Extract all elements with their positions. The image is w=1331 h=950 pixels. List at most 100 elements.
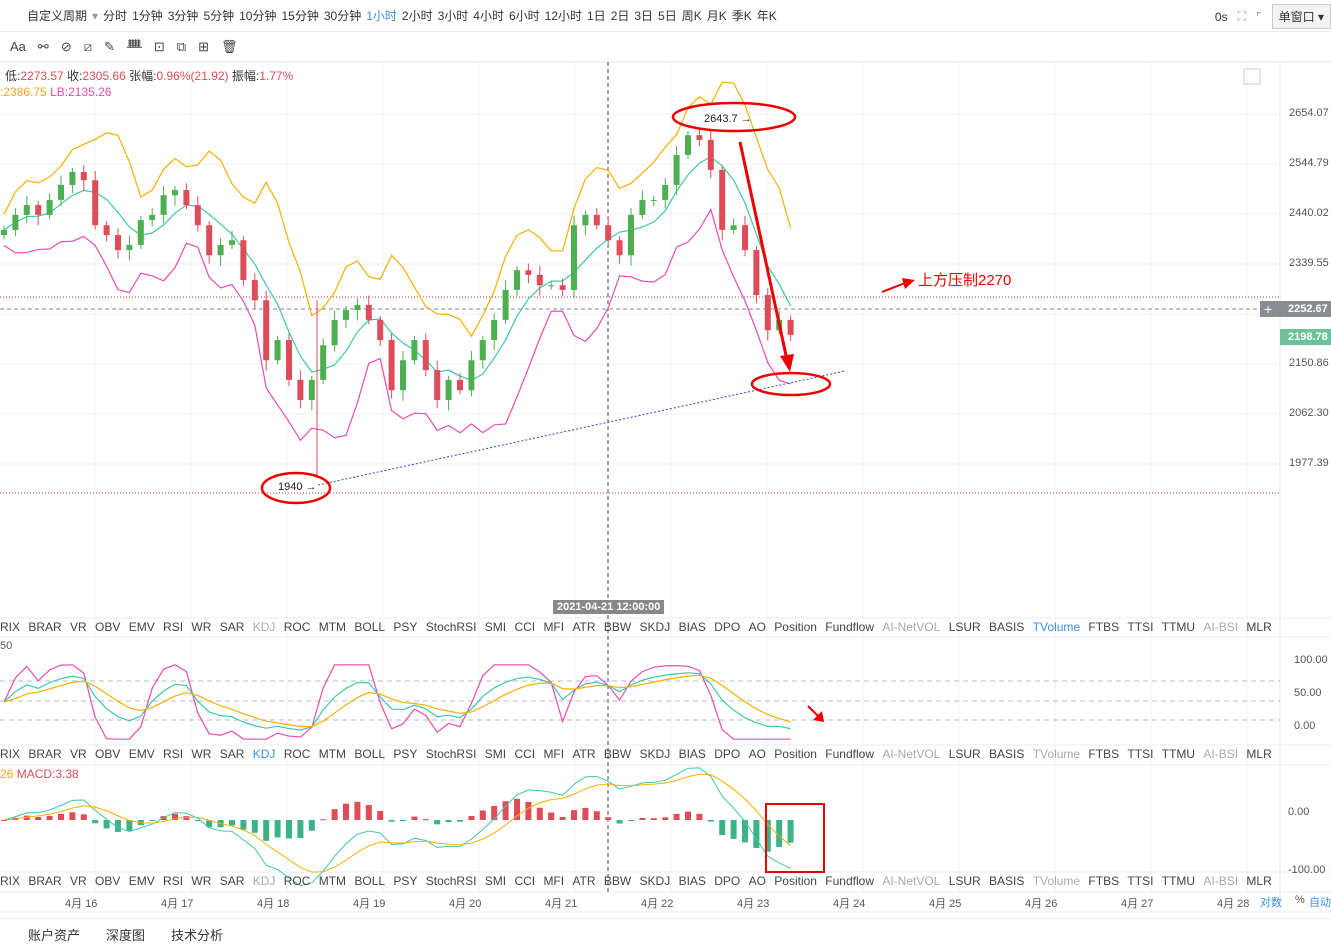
indicator-tab[interactable]: MLR — [1246, 620, 1272, 634]
indicator-tab[interactable]: BOLL — [354, 874, 386, 888]
indicator-tab[interactable]: TTMU — [1161, 874, 1196, 888]
indicator-tab[interactable]: BOLL — [354, 747, 386, 761]
indicator-tab[interactable]: LSUR — [948, 874, 981, 888]
link-icon[interactable]: ⊘ — [60, 38, 72, 54]
tab-technical-analysis[interactable]: 技术分析 — [171, 928, 224, 943]
indicator-tab[interactable]: PSY — [393, 747, 418, 761]
copy-icon[interactable]: ⧉ — [176, 38, 187, 54]
indicator-tab[interactable]: SAR — [219, 620, 245, 634]
indicator-tab[interactable]: AI-NetVOL — [882, 747, 941, 761]
hide-icon[interactable]: ⊞ — [198, 38, 209, 54]
period-0[interactable]: 分时 — [103, 9, 128, 23]
indicator-tab[interactable]: AI-BSI — [1203, 620, 1239, 634]
indicator-tab[interactable]: StochRSI — [425, 620, 477, 634]
indicator-tab[interactable]: CCI — [514, 747, 536, 761]
indicator-tab[interactable]: SMI — [484, 874, 507, 888]
period-19[interactable]: 季K — [731, 9, 752, 23]
period-7[interactable]: 1小时 — [366, 9, 397, 23]
period-2[interactable]: 3分钟 — [167, 9, 199, 23]
indicator-tab[interactable]: CCI — [514, 874, 536, 888]
indicator-tab[interactable]: Fundflow — [825, 620, 874, 634]
indicator-tab[interactable]: MTM — [318, 747, 347, 761]
period-10[interactable]: 4小时 — [473, 9, 504, 23]
indicator-tab[interactable]: WR — [191, 620, 212, 634]
indicator-tab[interactable]: TVolume — [1032, 620, 1081, 634]
indicator-tab[interactable]: StochRSI — [425, 874, 477, 888]
lock-icon[interactable]: ⊡ — [153, 38, 165, 54]
tab-depth-chart[interactable]: 深度图 — [106, 928, 146, 943]
indicator-tab[interactable]: WR — [191, 747, 212, 761]
percent-toggle[interactable]: % — [1295, 894, 1305, 906]
indicator-tab[interactable]: AI-BSI — [1203, 874, 1239, 888]
indicator-tab[interactable]: EMV — [128, 620, 155, 634]
indicator-tab[interactable]: DPO — [714, 747, 741, 761]
period-11[interactable]: 6小时 — [508, 9, 540, 23]
log-scale-toggle[interactable]: 对数 — [1260, 897, 1282, 909]
custom-period-dropdown[interactable]: 自定义周期 — [27, 9, 88, 23]
pen-icon[interactable]: ✎ — [104, 38, 115, 54]
indicator-tab[interactable]: BBW — [603, 747, 632, 761]
period-3[interactable]: 5分钟 — [203, 9, 235, 23]
period-17[interactable]: 周K — [681, 9, 702, 23]
chevron-down-icon[interactable]: ▾ — [92, 8, 99, 23]
indicator-tab[interactable]: AO — [748, 747, 766, 761]
indicator-tab[interactable]: MTM — [318, 620, 347, 634]
window-mode-select[interactable]: 单窗口 ▾ — [1271, 4, 1331, 29]
popout-icon[interactable]: ⌜ — [1256, 9, 1262, 24]
indicator-tab[interactable]: AI-BSI — [1203, 747, 1239, 761]
indicator-tab[interactable]: BBW — [603, 874, 632, 888]
indicator-tab[interactable]: AO — [748, 874, 766, 888]
period-1[interactable]: 1分钟 — [132, 9, 163, 23]
indicator-tab[interactable]: FTBS — [1088, 620, 1120, 634]
indicator-tab[interactable]: AI-NetVOL — [882, 620, 941, 634]
indicator-tab[interactable]: AI-NetVOL — [882, 874, 941, 888]
period-14[interactable]: 2日 — [610, 9, 630, 23]
indicator-tab[interactable]: VR — [70, 620, 87, 634]
price-chart[interactable]: +2643.7 → 1940 → 上方压制2270 — [0, 0, 1331, 918]
period-16[interactable]: 5日 — [658, 9, 677, 23]
indicator-tab[interactable]: TTMU — [1161, 747, 1196, 761]
indicator-tab[interactable]: PSY — [393, 620, 418, 634]
indicator-tab[interactable]: DPO — [714, 874, 741, 888]
indicator-tab[interactable]: RIX — [0, 874, 21, 888]
indicator-tab[interactable]: MFI — [543, 874, 565, 888]
indicator-tab[interactable]: Fundflow — [825, 874, 874, 888]
indicator-tab[interactable]: ATR — [572, 620, 596, 634]
indicator-tab[interactable]: BOLL — [354, 620, 386, 634]
indicator-tab[interactable]: SKDJ — [639, 747, 671, 761]
indicator-tab[interactable]: VR — [70, 747, 87, 761]
period-18[interactable]: 月K — [706, 9, 727, 23]
indicator-tab[interactable]: TTSI — [1127, 747, 1154, 761]
period-5[interactable]: 15分钟 — [281, 9, 319, 23]
indicator-tab[interactable]: BASIS — [989, 747, 1025, 761]
indicator-tab[interactable]: OBV — [95, 747, 121, 761]
indicator-tab[interactable]: TTSI — [1127, 874, 1154, 888]
indicator-tab[interactable]: WR — [191, 874, 212, 888]
ruler-icon[interactable]: ⧄ — [83, 38, 92, 54]
period-13[interactable]: 1日 — [587, 9, 606, 23]
indicator-tab[interactable]: Position — [774, 747, 817, 761]
indicator-tab[interactable]: KDJ — [252, 874, 276, 888]
indicator-tab[interactable]: BIAS — [678, 620, 706, 634]
indicator-tab[interactable]: MFI — [543, 747, 565, 761]
trash-icon[interactable]: 🗑 — [220, 38, 238, 54]
period-8[interactable]: 2小时 — [401, 9, 433, 23]
pattern-icon[interactable]: ᚙ — [126, 38, 142, 54]
indicator-tab[interactable]: FTBS — [1088, 747, 1120, 761]
indicator-tab[interactable]: BASIS — [989, 620, 1025, 634]
period-20[interactable]: 年K — [756, 9, 777, 23]
tab-account-assets[interactable]: 账户资产 — [28, 928, 81, 943]
period-6[interactable]: 30分钟 — [323, 9, 362, 23]
indicator-tab[interactable]: BIAS — [678, 747, 706, 761]
indicator-tab[interactable]: SMI — [484, 747, 507, 761]
indicator-tab[interactable]: KDJ — [252, 620, 276, 634]
indicator-tab[interactable]: DPO — [714, 620, 741, 634]
indicator-tab[interactable]: RIX — [0, 747, 21, 761]
indicator-tab[interactable]: RIX — [0, 620, 21, 634]
indicator-tab[interactable]: BRAR — [28, 874, 62, 888]
indicator-tab[interactable]: RSI — [163, 874, 184, 888]
indicator-tab[interactable]: FTBS — [1088, 874, 1120, 888]
indicator-tab[interactable]: SAR — [219, 747, 245, 761]
indicator-tab[interactable]: RSI — [163, 620, 184, 634]
indicator-tab[interactable]: OBV — [95, 874, 121, 888]
